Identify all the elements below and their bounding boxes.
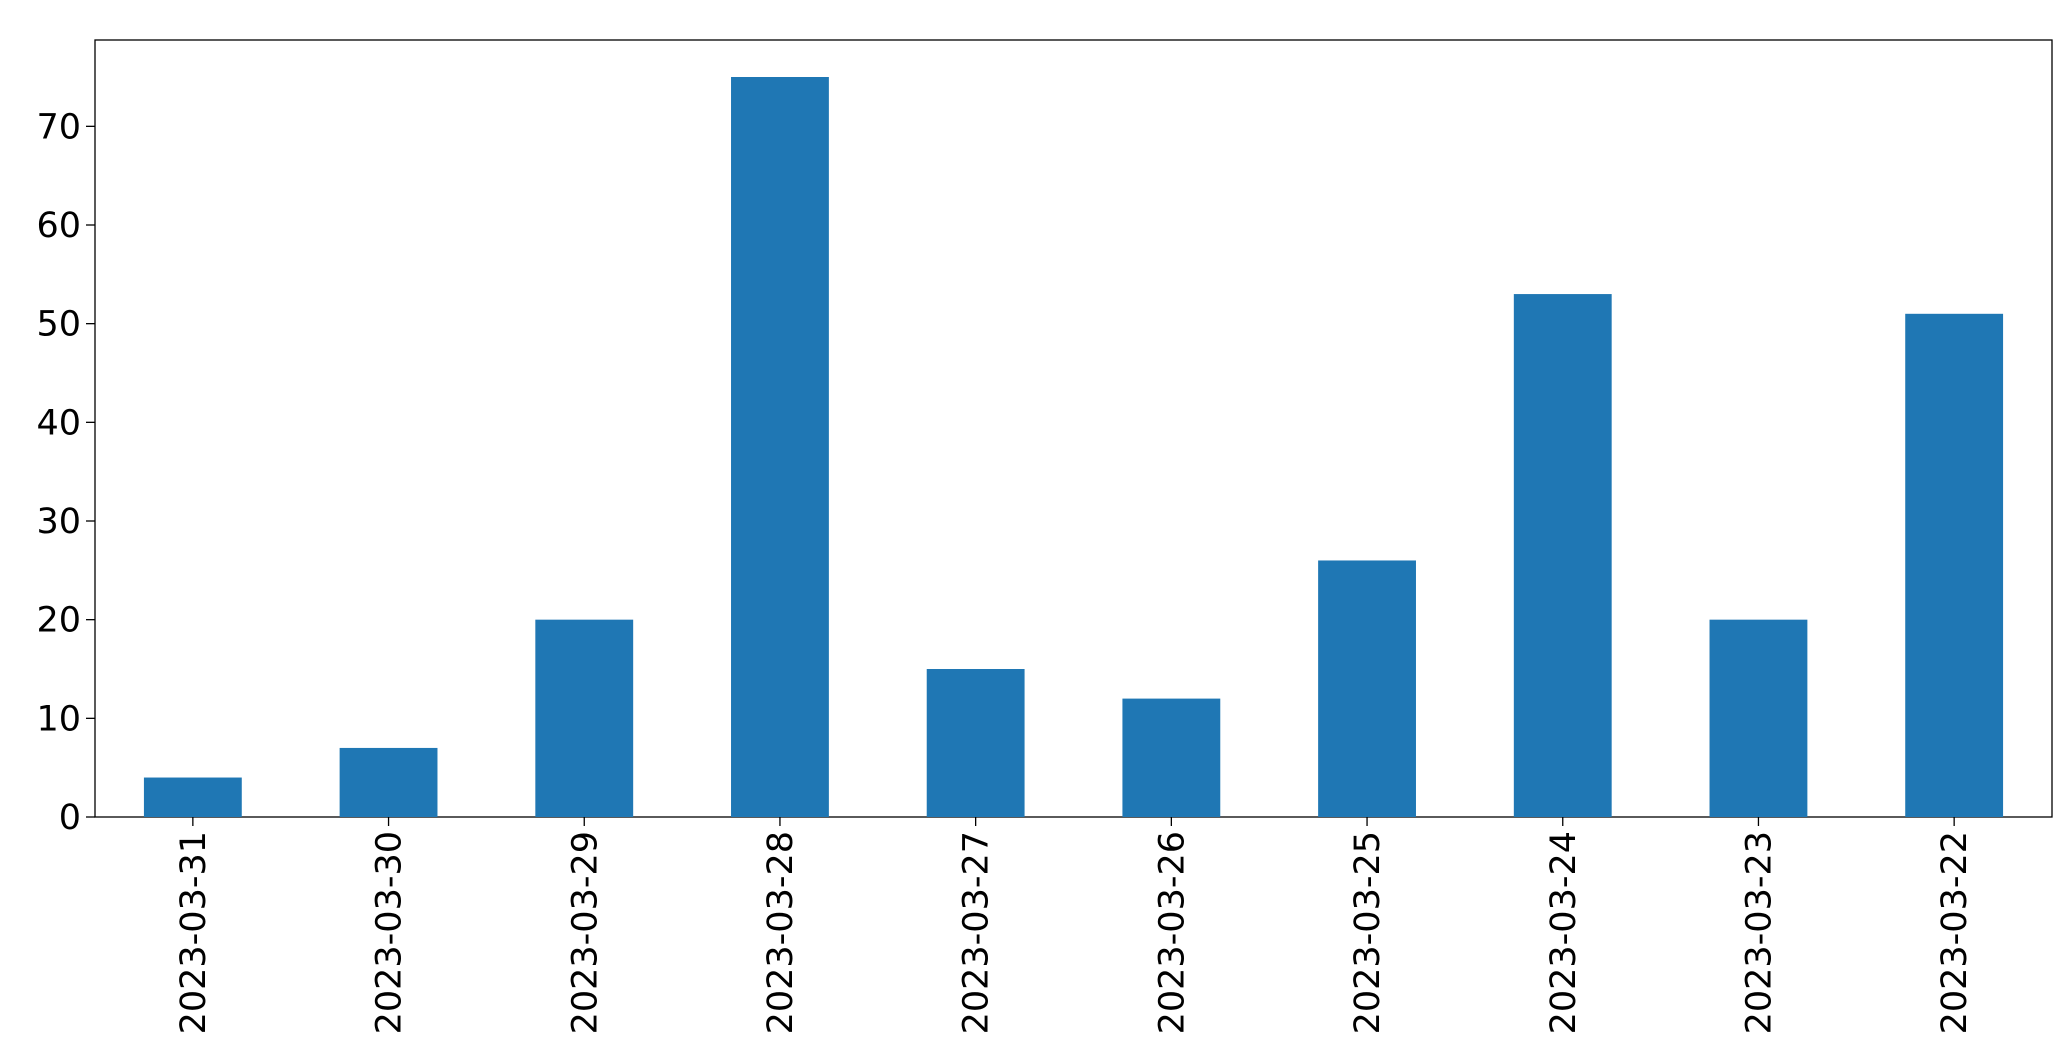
bar <box>1513 294 1612 818</box>
x-tick-label: 2023-03-24 <box>1544 831 1584 1034</box>
x-tick-label: 2023-03-31 <box>174 831 214 1034</box>
y-tick-label: 10 <box>36 699 81 739</box>
x-tick-label: 2023-03-27 <box>957 831 997 1034</box>
plot-frame <box>94 39 2053 818</box>
bar <box>535 619 634 817</box>
x-tick-label: 2023-03-26 <box>1152 831 1192 1034</box>
x-tick-label: 2023-03-22 <box>1935 831 1975 1034</box>
bar <box>926 669 1025 817</box>
x-tick-label: 2023-03-25 <box>1348 831 1388 1034</box>
bar <box>1709 619 1808 817</box>
y-tick-label: 40 <box>36 403 81 443</box>
x-tick-label: 2023-03-29 <box>565 831 605 1034</box>
bar <box>731 77 829 817</box>
bar <box>339 747 438 817</box>
y-tick-label: 30 <box>36 502 81 542</box>
y-tick-label: 20 <box>36 601 81 641</box>
bar <box>143 777 242 817</box>
x-tick-label: 2023-03-28 <box>761 831 801 1034</box>
x-tick-label: 2023-03-30 <box>370 831 410 1034</box>
x-tick-label: 2023-03-23 <box>1739 831 1779 1034</box>
y-tick-label: 60 <box>36 206 81 246</box>
bar <box>1122 698 1221 817</box>
bar <box>1318 560 1416 817</box>
y-tick-label: 0 <box>59 798 81 838</box>
bar <box>1905 313 2004 817</box>
y-tick-label: 70 <box>36 107 81 147</box>
y-tick-label: 50 <box>36 305 81 345</box>
